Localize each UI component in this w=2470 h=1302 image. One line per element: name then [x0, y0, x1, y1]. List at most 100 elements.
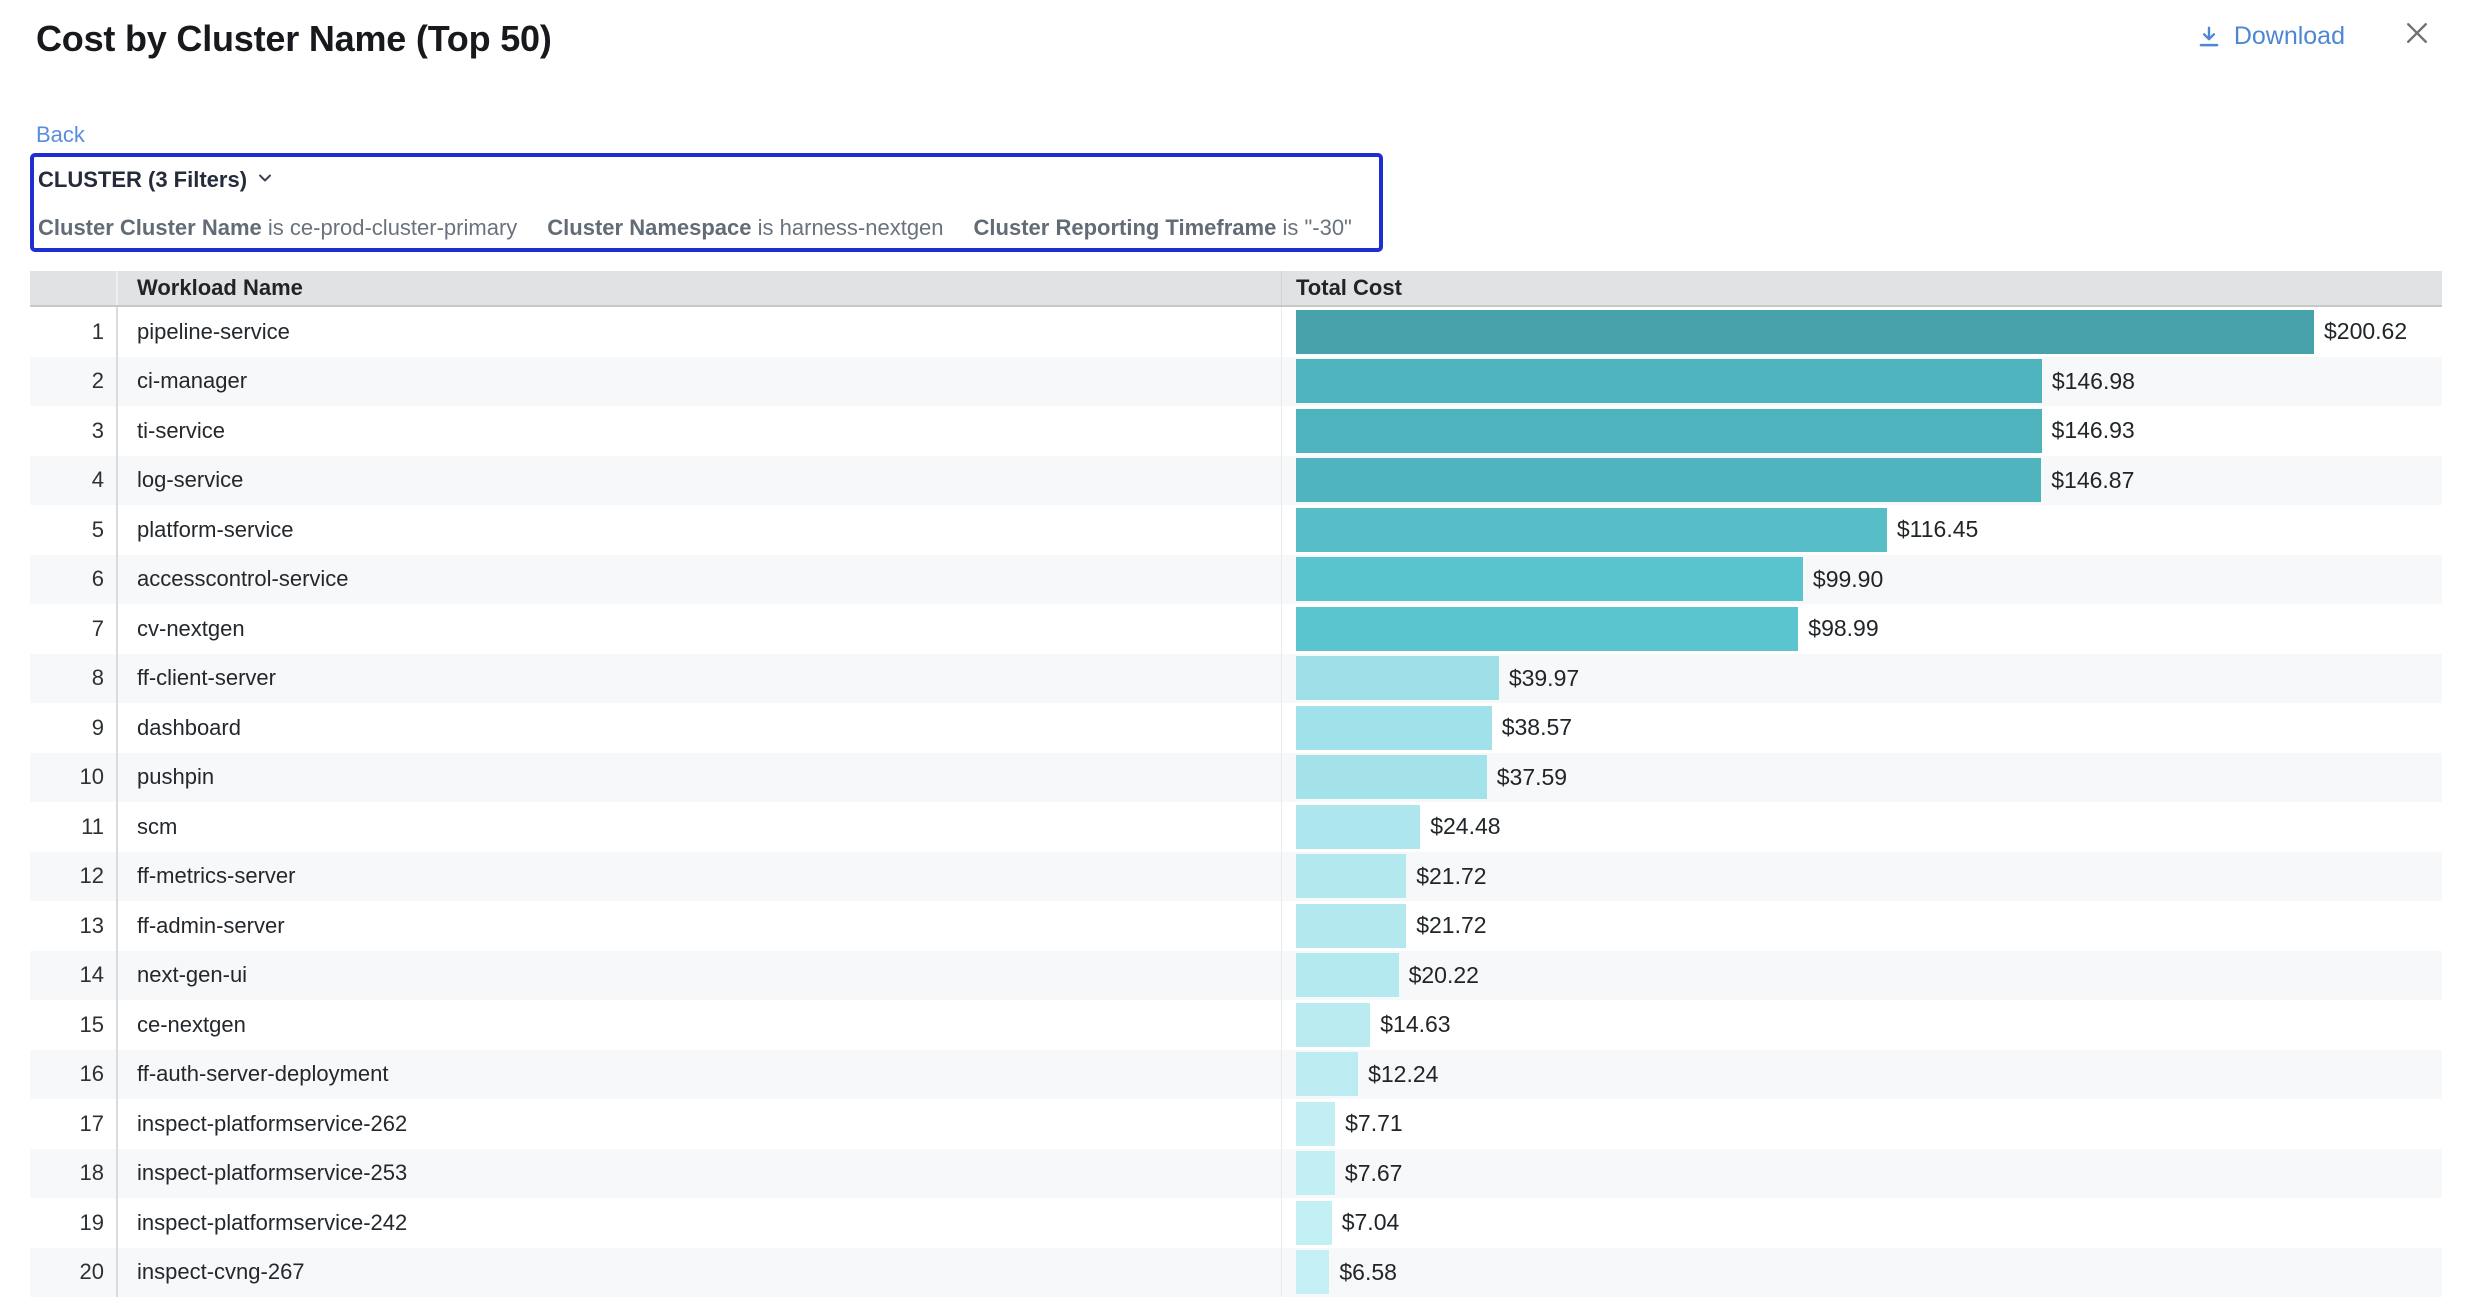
table-row: 9 dashboard $38.57 — [30, 703, 2442, 753]
back-link[interactable]: Back — [36, 122, 85, 148]
row-workload-name: ti-service — [118, 406, 1281, 456]
row-rank: 15 — [30, 1000, 118, 1050]
table-header: Workload Name Total Cost — [30, 271, 2442, 307]
table-row: 3 ti-service $146.93 — [30, 406, 2442, 456]
close-icon — [2402, 35, 2432, 52]
row-rank: 13 — [30, 901, 118, 951]
cost-value-label: $7.71 — [1345, 1110, 1403, 1137]
row-rank: 6 — [30, 555, 118, 605]
column-header-rank — [30, 271, 118, 305]
cost-bar — [1296, 310, 2314, 354]
row-workload-name: pushpin — [118, 753, 1281, 803]
table-row: 13 ff-admin-server $21.72 — [30, 901, 2442, 951]
row-workload-name: ff-auth-server-deployment — [118, 1050, 1281, 1100]
row-rank: 17 — [30, 1099, 118, 1149]
cost-bar — [1296, 458, 2041, 502]
filter-panel: CLUSTER (3 Filters) Cluster Cluster Name… — [30, 153, 1383, 252]
cost-bar — [1296, 359, 2042, 403]
table-row: 15 ce-nextgen $14.63 — [30, 1000, 2442, 1050]
table-row: 7 cv-nextgen $98.99 — [30, 604, 2442, 654]
download-button[interactable]: Download — [2196, 22, 2345, 51]
row-workload-name: accesscontrol-service — [118, 555, 1281, 605]
row-rank: 18 — [30, 1149, 118, 1199]
cost-bar — [1296, 805, 1420, 849]
cost-value-label: $99.90 — [1813, 566, 1883, 593]
cost-bar — [1296, 706, 1492, 750]
filter-summary-toggle[interactable]: CLUSTER (3 Filters) — [38, 167, 274, 193]
filter-field: Cluster Namespace — [547, 215, 751, 240]
cost-value-label: $7.04 — [1342, 1209, 1400, 1236]
row-cost-cell: $12.24 — [1281, 1050, 2442, 1100]
cost-bar — [1296, 1102, 1335, 1146]
row-rank: 12 — [30, 852, 118, 902]
row-cost-cell: $38.57 — [1281, 703, 2442, 753]
cost-value-label: $6.58 — [1339, 1259, 1397, 1286]
table-row: 10 pushpin $37.59 — [30, 753, 2442, 803]
table-row: 12 ff-metrics-server $21.72 — [30, 852, 2442, 902]
cost-value-label: $39.97 — [1509, 665, 1579, 692]
row-rank: 10 — [30, 753, 118, 803]
table-row: 16 ff-auth-server-deployment $12.24 — [30, 1050, 2442, 1100]
row-workload-name: inspect-platformservice-262 — [118, 1099, 1281, 1149]
cost-value-label: $98.99 — [1808, 615, 1878, 642]
filter-items: Cluster Cluster Name is ce-prod-cluster-… — [38, 215, 1379, 241]
row-cost-cell: $98.99 — [1281, 604, 2442, 654]
row-rank: 2 — [30, 357, 118, 407]
filter-operator: is — [1282, 215, 1298, 240]
row-cost-cell: $20.22 — [1281, 951, 2442, 1001]
row-rank: 1 — [30, 307, 118, 357]
row-rank: 19 — [30, 1198, 118, 1248]
row-workload-name: ci-manager — [118, 357, 1281, 407]
row-workload-name: scm — [118, 802, 1281, 852]
cost-bar — [1296, 1151, 1335, 1195]
row-rank: 7 — [30, 604, 118, 654]
row-workload-name: pipeline-service — [118, 307, 1281, 357]
row-workload-name: ff-admin-server — [118, 901, 1281, 951]
row-cost-cell: $14.63 — [1281, 1000, 2442, 1050]
row-cost-cell: $24.48 — [1281, 802, 2442, 852]
chevron-down-icon — [256, 167, 274, 193]
row-cost-cell: $146.87 — [1281, 456, 2442, 506]
row-cost-cell: $7.71 — [1281, 1099, 2442, 1149]
table-row: 6 accesscontrol-service $99.90 — [30, 555, 2442, 605]
filter-value: "-30" — [1304, 215, 1351, 240]
cost-bar — [1296, 557, 1803, 601]
filter-item: Cluster Cluster Name is ce-prod-cluster-… — [38, 215, 517, 241]
row-workload-name: ce-nextgen — [118, 1000, 1281, 1050]
cost-value-label: $146.87 — [2051, 467, 2134, 494]
row-cost-cell: $146.98 — [1281, 357, 2442, 407]
row-cost-cell: $146.93 — [1281, 406, 2442, 456]
column-header-workload: Workload Name — [118, 271, 1281, 305]
table-row: 20 inspect-cvng-267 $6.58 — [30, 1248, 2442, 1298]
filter-value: harness-nextgen — [780, 215, 944, 240]
row-cost-cell: $116.45 — [1281, 505, 2442, 555]
row-rank: 16 — [30, 1050, 118, 1100]
close-button[interactable] — [2402, 18, 2432, 48]
row-rank: 11 — [30, 802, 118, 852]
table-row: 19 inspect-platformservice-242 $7.04 — [30, 1198, 2442, 1248]
cost-value-label: $200.62 — [2324, 318, 2407, 345]
table-row: 5 platform-service $116.45 — [30, 505, 2442, 555]
cost-value-label: $21.72 — [1416, 863, 1486, 890]
cost-bar — [1296, 1250, 1329, 1294]
row-rank: 5 — [30, 505, 118, 555]
filter-field: Cluster Cluster Name — [38, 215, 262, 240]
row-workload-name: inspect-platformservice-253 — [118, 1149, 1281, 1199]
page-title: Cost by Cluster Name (Top 50) — [36, 18, 552, 60]
cost-value-label: $38.57 — [1502, 714, 1572, 741]
row-cost-cell: $6.58 — [1281, 1248, 2442, 1298]
filter-item: Cluster Reporting Timeframe is "-30" — [974, 215, 1352, 241]
cost-value-label: $14.63 — [1380, 1011, 1450, 1038]
table-row: 2 ci-manager $146.98 — [30, 357, 2442, 407]
cost-value-label: $37.59 — [1497, 764, 1567, 791]
row-cost-cell: $37.59 — [1281, 753, 2442, 803]
cost-value-label: $21.72 — [1416, 912, 1486, 939]
row-workload-name: dashboard — [118, 703, 1281, 753]
row-rank: 20 — [30, 1248, 118, 1298]
table-body: 1 pipeline-service $200.62 2 ci-manager … — [30, 307, 2442, 1297]
download-icon — [2196, 24, 2222, 50]
row-rank: 14 — [30, 951, 118, 1001]
row-workload-name: log-service — [118, 456, 1281, 506]
cost-bar — [1296, 1003, 1370, 1047]
row-rank: 4 — [30, 456, 118, 506]
